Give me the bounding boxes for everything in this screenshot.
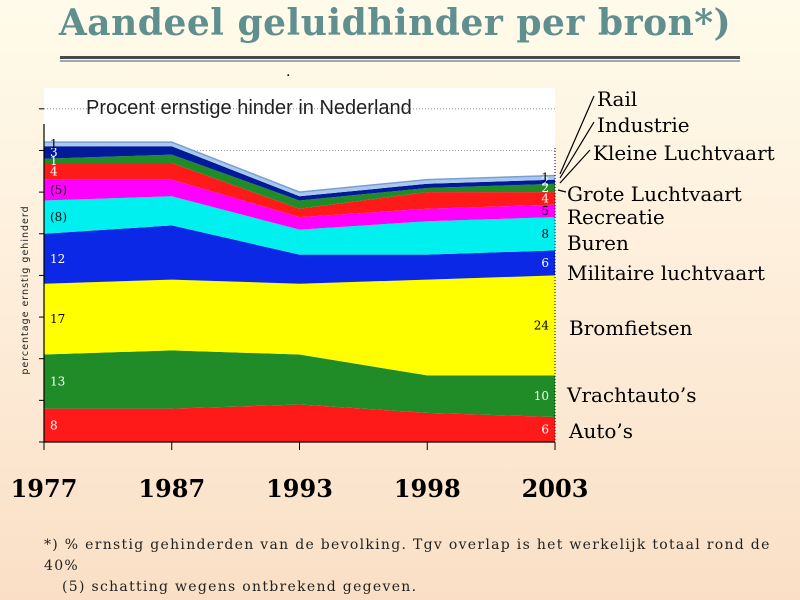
x-tick-label: 1977	[11, 474, 78, 503]
footnote-line-2: (5) schatting wegens ontbrekend gegeven.	[44, 577, 800, 598]
data-label-end: 6	[541, 423, 549, 437]
legend-label: Rail	[597, 87, 637, 111]
footnote-line-1: *) % ernstig gehinderden van de bevolkin…	[44, 535, 800, 577]
data-label-end: 1	[541, 171, 549, 185]
data-label-end: 24	[534, 318, 550, 332]
x-tick-label: 1987	[138, 474, 205, 503]
data-label-end: 8	[541, 227, 549, 241]
data-label-start: 17	[50, 312, 65, 326]
title-dot: .	[286, 64, 290, 80]
data-label-end: 6	[541, 256, 549, 270]
data-label-start: (8)	[50, 210, 67, 224]
legend-label: Industrie	[597, 113, 690, 137]
legend-label: Vrachtauto’s	[566, 383, 697, 407]
chart-title: Procent ernstige hinder in Nederland	[86, 97, 412, 119]
footnote: *) % ernstig gehinderden van de bevolkin…	[44, 535, 800, 598]
data-label-start: 8	[50, 418, 58, 432]
legend-label: Bromfietsen	[569, 316, 693, 340]
legend-label: Recreatie	[567, 205, 665, 229]
legend-label: Buren	[567, 231, 629, 255]
data-label-end: 10	[534, 389, 549, 403]
data-label-start: 1	[50, 137, 58, 151]
legend-leader-line	[560, 122, 594, 178]
data-label-start: 12	[50, 252, 65, 266]
legend-leader-line	[560, 96, 594, 174]
x-tick-label: 1993	[266, 474, 333, 503]
data-label-start: (5)	[50, 183, 67, 197]
data-label-start: 13	[50, 375, 65, 389]
y-axis-label: percentage ernstig gehinderd	[20, 205, 31, 374]
legend-leader-line	[560, 150, 590, 183]
legend-label: Auto’s	[568, 419, 633, 443]
x-tick-label: 1998	[394, 474, 461, 503]
legend-label: Militaire luchtvaart	[567, 261, 765, 285]
legend-leader-line	[558, 190, 566, 192]
data-label-end: 5	[541, 204, 549, 218]
legend-label: Grote Luchtvaart	[567, 182, 742, 206]
x-tick-label: 2003	[522, 474, 589, 503]
stacked-area-chart: 1977 1987 1993 1998 2003 8 6 13 10 17 24 12 6 (8) 8 (5…	[0, 0, 800, 530]
legend-label: Kleine Luchtvaart	[593, 141, 775, 165]
